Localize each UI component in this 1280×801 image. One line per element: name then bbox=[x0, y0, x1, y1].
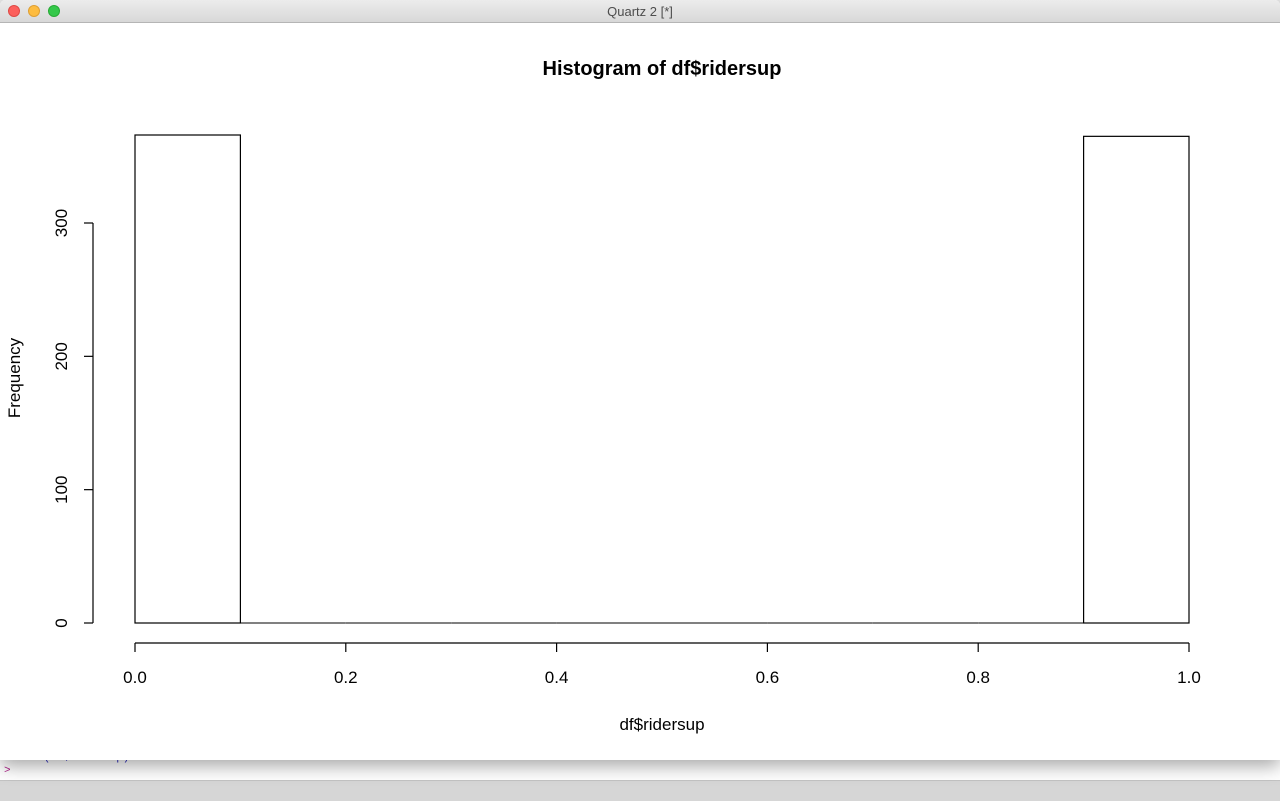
histogram-bar-0 bbox=[134, 134, 242, 624]
x-axis: 0.0 0.2 0.4 0.6 0.8 1.0 bbox=[123, 642, 1201, 687]
y-tick-label: 300 bbox=[52, 209, 71, 237]
console-prompt[interactable]: > bbox=[4, 765, 11, 777]
x-axis-label: df$ridersup bbox=[619, 715, 704, 734]
window-titlebar[interactable]: Quartz 2 [*] bbox=[0, 0, 1280, 23]
y-axis-label: Frequency bbox=[5, 337, 24, 418]
histogram-bars bbox=[134, 134, 1190, 624]
close-window-button[interactable] bbox=[8, 5, 20, 17]
chart-title: Histogram of df$ridersup bbox=[543, 58, 782, 80]
minimize-window-button[interactable] bbox=[28, 5, 40, 17]
histogram-bar-9 bbox=[1082, 135, 1190, 624]
histogram-chart: Histogram of df$ridersup df$ridersup Fre… bbox=[5, 58, 1201, 734]
zoom-window-button[interactable] bbox=[48, 5, 60, 17]
window-title: Quartz 2 [*] bbox=[607, 4, 673, 19]
x-tick-label: 0.2 bbox=[334, 668, 358, 687]
x-tick-label: 0.6 bbox=[756, 668, 780, 687]
console-bottom-bar bbox=[0, 780, 1280, 801]
y-axis: 0 100 200 300 bbox=[52, 209, 94, 628]
histogram-plot-area: Histogram of df$ridersup df$ridersup Fre… bbox=[0, 22, 1280, 760]
quartz-window: Quartz 2 [*] Histogram of df$ridersup df… bbox=[0, 0, 1280, 760]
x-tick-label: 0.0 bbox=[123, 668, 147, 687]
x-tick-label: 1.0 bbox=[1177, 668, 1201, 687]
y-tick-label: 100 bbox=[52, 475, 71, 503]
x-tick-label: 0.4 bbox=[545, 668, 569, 687]
y-tick-label: 200 bbox=[52, 342, 71, 370]
x-tick-label: 0.8 bbox=[966, 668, 990, 687]
y-tick-label: 0 bbox=[52, 618, 71, 627]
